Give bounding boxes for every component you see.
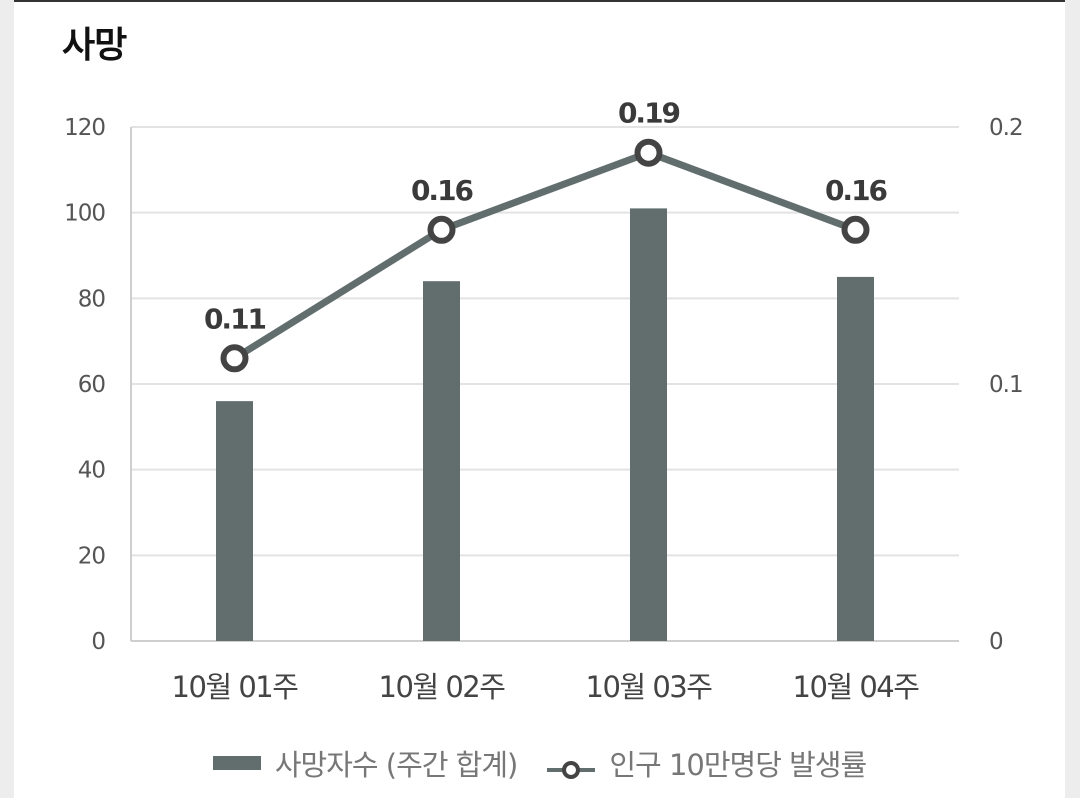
data-label: 0.19	[618, 97, 680, 130]
y-left-tick-label: 60	[78, 372, 106, 398]
combo-chart: 0 20 40 60 80 100 120 0 0.1 0.2 10월 01주 10월 02주 10월 …	[64, 97, 1023, 704]
data-label: 0.11	[204, 302, 266, 335]
y-left-tick-label: 120	[64, 115, 105, 141]
legend-item-bar[interactable]: 사망자수 (주간 합계)	[212, 742, 519, 784]
x-tick-label: 10월 03주	[586, 670, 713, 704]
bar	[837, 276, 874, 641]
line-point	[841, 215, 870, 244]
y-right-tick-label: 0	[989, 629, 1003, 655]
page-title: 사망	[62, 25, 127, 66]
x-tick-label: 10월 04주	[793, 670, 920, 704]
legend-line-swatch	[547, 753, 596, 779]
chart-legend: 사망자수 (주간 합계) 인구 10만명당 발생률	[14, 742, 1065, 784]
legend-bar-swatch	[212, 756, 261, 770]
x-tick-label: 10월 01주	[172, 670, 299, 704]
y-right-tick-label: 0.2	[989, 115, 1023, 141]
y-left-tick-label: 100	[64, 201, 105, 227]
bar	[630, 208, 667, 641]
y-left-tick-label: 0	[91, 629, 105, 655]
line-point	[634, 138, 663, 167]
y-left-tick-label: 80	[78, 286, 106, 312]
legend-bar-label: 사망자수 (주간 합계)	[274, 748, 519, 782]
y-right-tick-label: 0.1	[989, 372, 1023, 398]
bar	[216, 401, 253, 641]
y-left-tick-label: 40	[78, 458, 106, 484]
data-label: 0.16	[825, 174, 887, 207]
legend-line-label: 인구 10만명당 발생률	[609, 748, 867, 782]
bar	[423, 281, 460, 641]
line-point	[427, 215, 456, 244]
y-left-tick-label: 20	[78, 543, 106, 569]
legend-item-line[interactable]: 인구 10만명당 발생률	[547, 742, 867, 784]
data-label: 0.16	[411, 174, 473, 207]
x-tick-label: 10월 02주	[379, 670, 506, 704]
rate-line	[232, 149, 857, 362]
chart-card: 사망 0 20 40 60 80 100 120 0 0.1 0.2 10월 01주 10월 02주 1…	[14, 0, 1065, 798]
line-point	[220, 344, 249, 373]
